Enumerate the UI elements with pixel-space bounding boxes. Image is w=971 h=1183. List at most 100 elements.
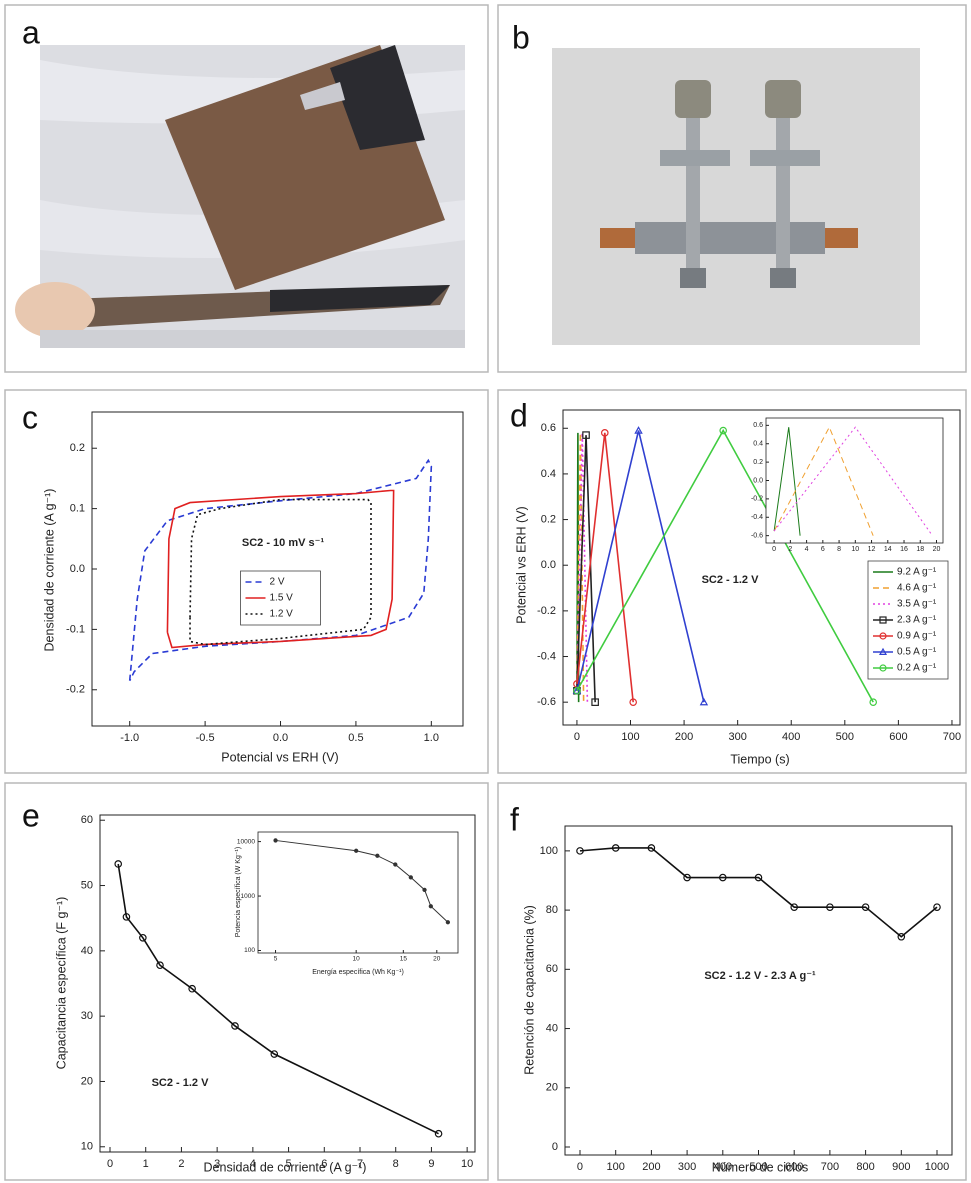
y-tick-label: 30	[81, 1010, 93, 1022]
plot-frame	[91, 411, 464, 727]
x-tick-label: 100	[607, 1161, 625, 1173]
annotation: SC2 - 1.2 V - 2.3 A g⁻¹	[704, 970, 816, 982]
data-point	[634, 426, 643, 434]
data-point	[273, 838, 278, 843]
x-tick-label: 14	[884, 546, 892, 553]
x-tick-label: 500	[836, 731, 854, 743]
y-tick-label: 100	[244, 947, 255, 954]
photo-cell	[552, 48, 920, 345]
x-tick-label: 700	[821, 1161, 839, 1173]
y-axis-label: Densidad de corriente (A g⁻¹)	[42, 489, 56, 652]
x-tick-label: 300	[678, 1161, 696, 1173]
data-point	[445, 920, 451, 925]
legend-label: 3.5 A g⁻¹	[897, 599, 937, 610]
x-tick-label: 400	[714, 1161, 732, 1173]
x-tick-label: 100	[621, 731, 639, 743]
data-point	[933, 903, 941, 911]
data-point	[683, 873, 691, 882]
data-point	[826, 903, 834, 911]
legend-marker	[879, 616, 887, 624]
y-tick-label: -0.6	[537, 696, 556, 708]
legend-label: 0.9 A g⁻¹	[897, 631, 937, 642]
x-tick-label: 0	[107, 1158, 113, 1170]
y-tick-label: -0.1	[66, 623, 85, 635]
y-tick-label: 0.4	[753, 441, 763, 448]
annotation: SC2 - 10 mV s⁻¹	[242, 537, 325, 549]
panel-label: c	[22, 399, 38, 435]
legend-label: 1.2 V	[270, 609, 294, 620]
plot-frame	[564, 825, 953, 1156]
y-tick-label: 0.0	[541, 559, 556, 571]
y-tick-label: 0.2	[753, 459, 763, 466]
x-tick-label: 7	[357, 1158, 363, 1170]
panel-label: d	[510, 397, 528, 433]
data-point	[790, 903, 799, 911]
panel-label: a	[22, 14, 40, 50]
x-tick-label: 200	[642, 1161, 660, 1173]
x-tick-label: 0	[574, 731, 580, 743]
legend-label: 9.2 A g⁻¹	[897, 567, 937, 578]
data-point	[600, 429, 609, 437]
y-tick-label: -0.2	[537, 605, 556, 617]
x-tick-label: 10	[851, 546, 859, 553]
x-tick-label: 3	[214, 1158, 220, 1170]
y-tick-label: 0	[552, 1141, 558, 1153]
data-point	[576, 847, 584, 855]
series-line	[576, 432, 580, 703]
x-tick-label: 6	[821, 546, 825, 553]
y-tick-label: 0.2	[70, 442, 85, 454]
y-axis-label: Potencial vs ERH (V)	[514, 506, 528, 623]
x-tick-label: 500	[749, 1161, 767, 1173]
series-line	[275, 839, 449, 923]
y-tick-label: 60	[546, 963, 558, 975]
panel-label: b	[512, 19, 530, 55]
x-tick-label: 15	[400, 956, 408, 963]
series-line	[128, 458, 433, 682]
series-line	[576, 435, 596, 703]
y-tick-label: 0.0	[70, 563, 85, 575]
data-point	[699, 697, 709, 706]
y-tick-label: 20	[81, 1075, 93, 1087]
series-line	[773, 426, 874, 536]
x-tick-label: 16	[900, 546, 908, 553]
x-tick-label: -1.0	[120, 732, 139, 744]
data-point	[354, 848, 359, 853]
data-point	[156, 961, 164, 970]
series-line	[576, 430, 705, 703]
x-tick-label: 0.5	[348, 732, 363, 744]
x-tick-label: 600	[785, 1161, 803, 1173]
x-tick-label: 400	[782, 731, 800, 743]
y-tick-label: 100	[540, 845, 558, 857]
x-tick-label: 6	[321, 1158, 327, 1170]
data-point	[188, 984, 196, 993]
x-tick-label: 0.0	[273, 732, 288, 744]
data-point	[428, 904, 433, 909]
x-axis-label: Densidad de corriente (A g⁻¹)	[204, 1160, 367, 1174]
x-tick-label: 12	[868, 546, 876, 553]
y-tick-label: 50	[81, 879, 93, 891]
x-tick-label: 20	[433, 956, 441, 963]
legend-marker	[879, 664, 887, 672]
x-tick-label: -0.5	[196, 732, 215, 744]
data-point	[139, 933, 147, 942]
series-line	[576, 432, 589, 703]
data-point	[869, 698, 878, 706]
x-tick-label: 9	[428, 1158, 434, 1170]
y-tick-label: 0.6	[753, 422, 763, 429]
plot-frame	[257, 831, 459, 954]
x-axis-label: Número de ciclos	[712, 1160, 809, 1174]
data-point	[591, 698, 599, 706]
series-line	[117, 863, 439, 1135]
data-point	[754, 873, 763, 882]
x-tick-label: 1	[143, 1158, 149, 1170]
data-point	[718, 873, 727, 882]
y-tick-label: 80	[546, 904, 558, 916]
legend-label: 4.6 A g⁻¹	[897, 583, 937, 594]
x-tick-label: 8	[837, 546, 841, 553]
x-tick-label: 4	[250, 1158, 256, 1170]
data-point	[897, 932, 906, 941]
series-line	[773, 427, 801, 536]
x-tick-label: 10	[461, 1158, 473, 1170]
x-tick-label: 1.0	[424, 732, 439, 744]
y-tick-label: 0.6	[541, 422, 556, 434]
